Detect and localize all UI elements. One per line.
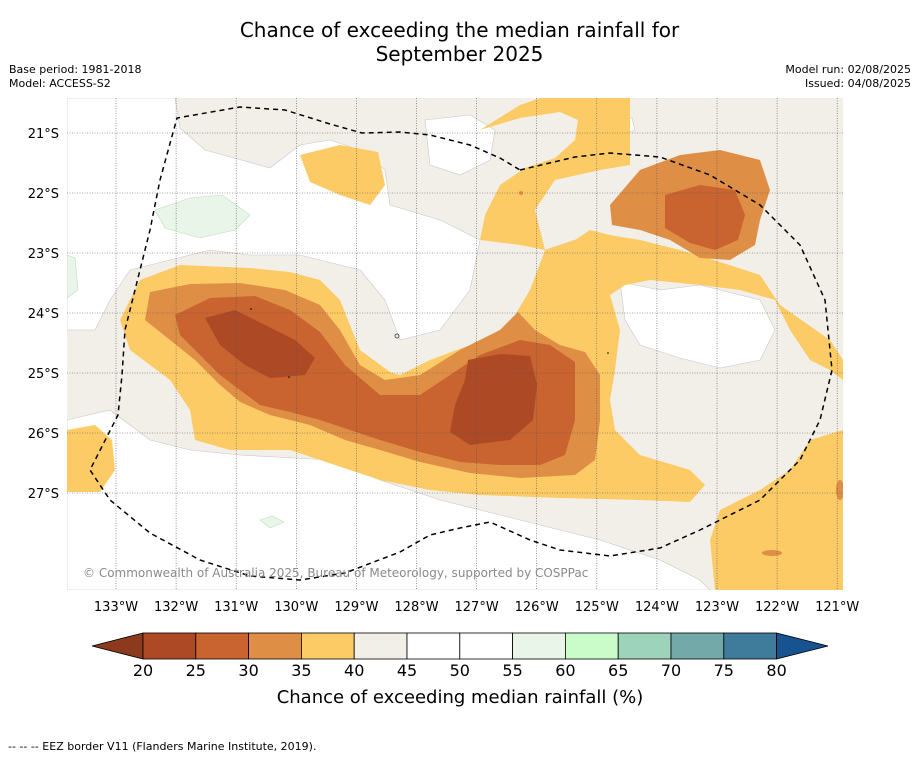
colorbar-segment bbox=[353, 632, 408, 660]
model-info: Base period: 1981-2018 Model: ACCESS-S2 bbox=[9, 63, 141, 91]
eez-footnote: -- -- -- EEZ border V11 (Flanders Marine… bbox=[8, 740, 317, 753]
lon-label: 124°W bbox=[635, 600, 679, 615]
colorbar-tick-label: 75 bbox=[714, 661, 734, 680]
lon-label: 127°W bbox=[455, 600, 499, 615]
colorbar-segment bbox=[248, 632, 302, 660]
above-median-regions bbox=[67, 194, 285, 529]
lon-label: 132°W bbox=[154, 600, 198, 615]
model-run: Model run: 02/08/2025 bbox=[785, 63, 911, 76]
colorbar-segment bbox=[406, 632, 461, 660]
lon-label: 123°W bbox=[695, 600, 739, 615]
near-median-regions bbox=[67, 98, 831, 590]
latitude-labels: 21°S 22°S 23°S 24°S 25°S 26°S 27°S bbox=[28, 127, 59, 502]
colorbar-segment bbox=[617, 632, 672, 660]
colorbar-segment bbox=[300, 632, 355, 660]
lon-label: 122°W bbox=[755, 600, 799, 615]
colorbar-tick-label: 35 bbox=[291, 661, 311, 680]
colorbar-tick-label: 55 bbox=[502, 661, 522, 680]
colorbar-tick-label: 25 bbox=[186, 661, 206, 680]
colorbar-tick-label: 65 bbox=[608, 661, 628, 680]
lon-label: 125°W bbox=[575, 600, 619, 615]
colorbar-segment bbox=[142, 632, 197, 660]
lat-label: 25°S bbox=[28, 367, 59, 382]
colorbar-tick-label: 50 bbox=[450, 661, 470, 680]
model-name: Model: ACCESS-S2 bbox=[9, 77, 111, 90]
colorbar-tick-label: 60 bbox=[555, 661, 575, 680]
lat-label: 21°S bbox=[28, 127, 59, 142]
lon-label: 133°W bbox=[94, 600, 138, 615]
colorbar-segment bbox=[670, 632, 725, 660]
colorbar-tick-label: 70 bbox=[661, 661, 681, 680]
copyright-text: © Commonwealth of Australia 2025, Bureau… bbox=[83, 566, 588, 580]
colorbar-segment bbox=[565, 632, 619, 660]
below-median-25-regions bbox=[205, 310, 537, 445]
map-area: © Commonwealth of Australia 2025, Bureau… bbox=[67, 98, 843, 590]
lat-label: 26°S bbox=[28, 427, 59, 442]
lat-label: 23°S bbox=[28, 247, 59, 262]
colorbar-title: Chance of exceeding median rainfall (%) bbox=[277, 687, 644, 708]
lat-label: 24°S bbox=[28, 307, 59, 322]
map-title: Chance of exceeding the median rainfall … bbox=[0, 18, 919, 66]
lon-label: 126°W bbox=[515, 600, 559, 615]
title-line-1: Chance of exceeding the median rainfall … bbox=[239, 18, 680, 42]
colorbar-tick-label: 45 bbox=[397, 661, 417, 680]
issued-date: Issued: 04/08/2025 bbox=[804, 77, 911, 90]
colorbar-under-arrow bbox=[91, 632, 144, 660]
lon-label: 129°W bbox=[334, 600, 378, 615]
colorbar-over-arrow bbox=[776, 632, 829, 660]
lat-label: 27°S bbox=[28, 487, 59, 502]
colorbar-segment bbox=[512, 632, 566, 660]
colorbar-segment bbox=[195, 632, 250, 660]
lon-label: 130°W bbox=[274, 600, 318, 615]
run-info: Model run: 02/08/2025 Issued: 04/08/2025 bbox=[785, 63, 911, 91]
speckle-marks bbox=[250, 191, 843, 556]
lon-label: 121°W bbox=[815, 600, 859, 615]
base-period: Base period: 1981-2018 bbox=[9, 63, 142, 76]
title-line-2: September 2025 bbox=[375, 42, 544, 66]
colorbar-tick-label: 40 bbox=[344, 661, 364, 680]
colorbar-tick-label: 80 bbox=[766, 661, 786, 680]
colorbar-segment bbox=[459, 632, 513, 660]
colorbar: 20 25 30 35 40 45 50 55 60 65 70 75 80 bbox=[91, 632, 829, 680]
eez-border bbox=[89, 106, 833, 581]
colorbar-segment bbox=[723, 632, 777, 660]
colorbar-tick-label: 30 bbox=[238, 661, 258, 680]
graticule bbox=[67, 98, 843, 590]
lon-label: 128°W bbox=[394, 600, 438, 615]
lon-label: 131°W bbox=[214, 600, 258, 615]
lat-label: 22°S bbox=[28, 187, 59, 202]
longitude-labels: 133°W 132°W 131°W 130°W 129°W 128°W 127°W 126°W… bbox=[94, 600, 860, 615]
colorbar-tick-label: 20 bbox=[133, 661, 153, 680]
